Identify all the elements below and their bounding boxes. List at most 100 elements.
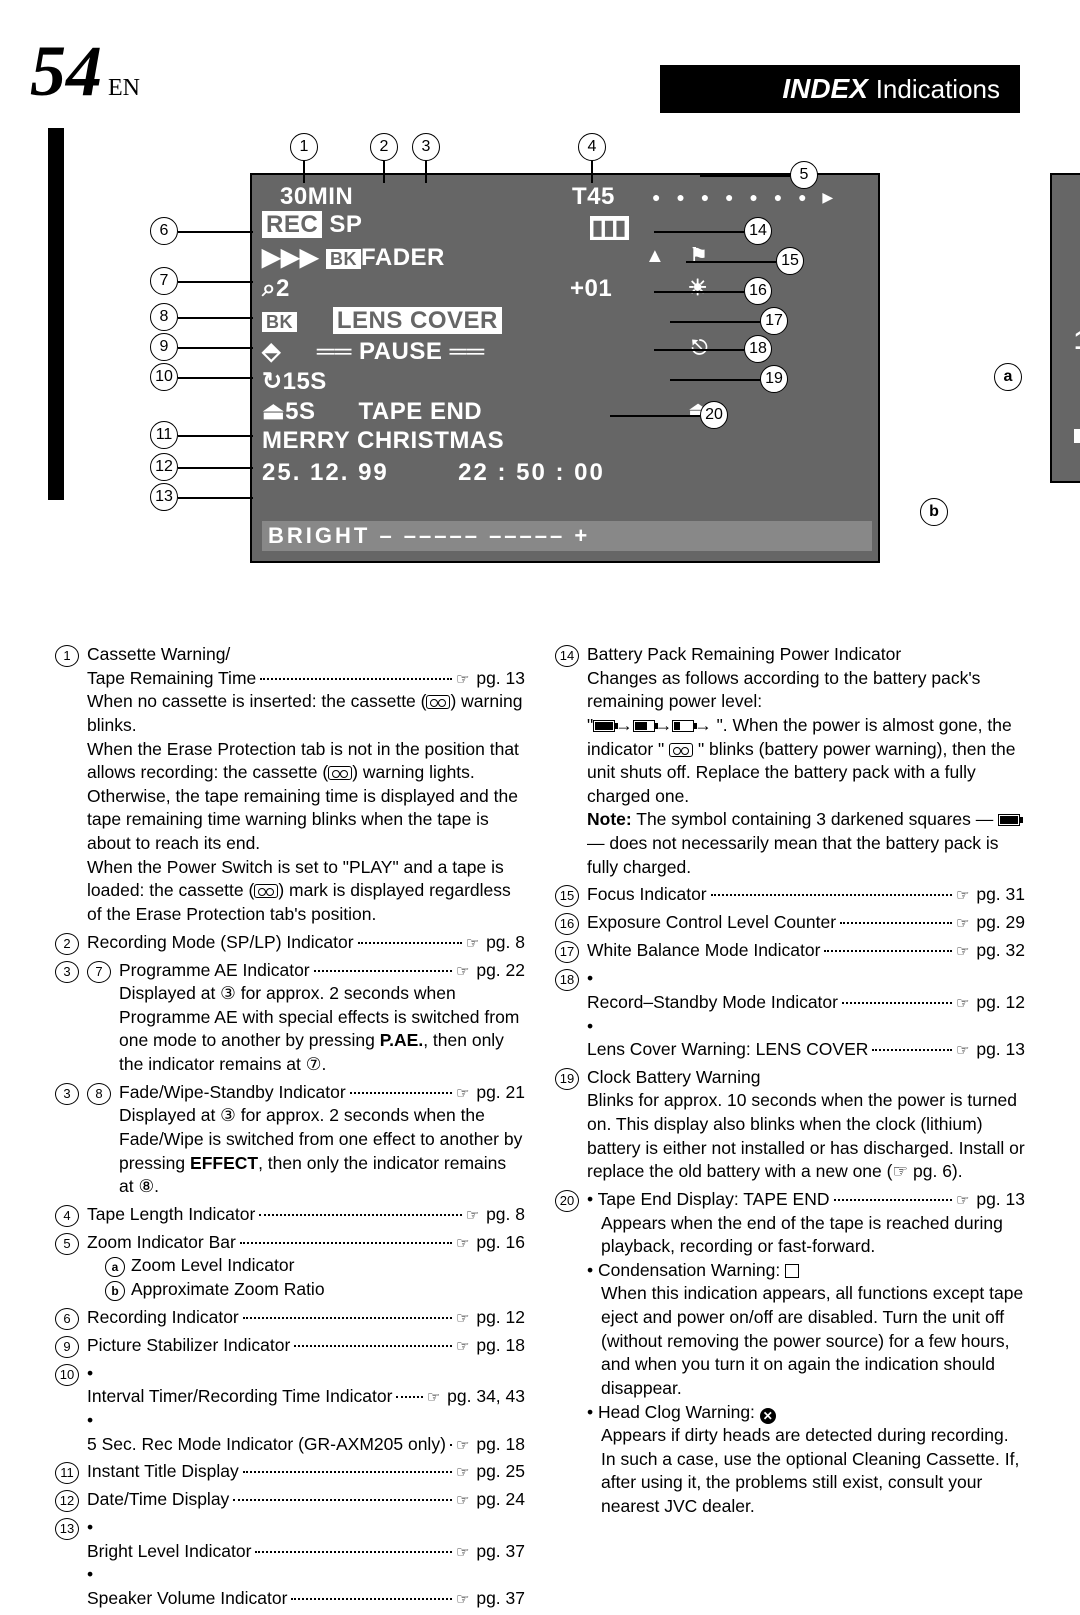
dotted-line: 5 Sec. Rec Mode Indicator (GR-AXM205 onl…: [87, 1433, 525, 1457]
pointer-icon: ☞: [956, 1191, 969, 1211]
index-entry: 5Zoom Indicator Bar☞ pg. 16aZoom Level I…: [55, 1231, 525, 1302]
index-entry: 13• Bright Level Indicator☞ pg. 37• Spea…: [55, 1516, 525, 1611]
vf-tape-length: T45: [572, 183, 615, 211]
page-number-value: 54: [30, 31, 102, 111]
vf-arrows-icon: ▶▶▶: [262, 244, 319, 271]
ref-num: 15: [555, 885, 579, 907]
vf-stab-icon: ⬘: [262, 338, 281, 365]
dotted-line: • Tape End Display: TAPE END☞ pg. 13: [587, 1188, 1025, 1212]
ref-num: 3: [55, 1083, 79, 1105]
vf-time: 22 : 50 : 00: [458, 459, 605, 486]
index-title: INDEX: [782, 73, 868, 104]
vf-datetime-row: 25. 12. 99 22 : 50 : 00: [262, 459, 605, 487]
letter-ref: b: [105, 1281, 125, 1301]
ref-num: 20: [555, 1190, 579, 1212]
dotted-line: Zoom Indicator Bar☞ pg. 16: [87, 1231, 525, 1255]
vf-fader: FADER: [361, 244, 445, 271]
vf-bk1: BK: [326, 249, 361, 269]
letter-ref: a: [105, 1257, 125, 1277]
pointer-icon: ☞: [956, 994, 969, 1014]
dotted-line: Record–Standby Mode Indicator☞ pg. 12: [587, 991, 1025, 1015]
callout-16: 16: [744, 277, 772, 305]
dotted-line: Recording Indicator☞ pg. 12: [87, 1306, 525, 1330]
cassette-icon: [328, 766, 352, 780]
zoom-ratio-label: 1X: [1074, 325, 1080, 356]
vf-lens-cover: LENS COVER: [333, 307, 502, 334]
left-column: 1Cassette Warning/Tape Remaining Time☞ p…: [55, 643, 525, 1615]
ref-num: 17: [555, 941, 579, 963]
dotted-line: Recording Mode (SP/LP) Indicator☞ pg. 8: [87, 931, 525, 955]
pointer-icon: ☞: [456, 962, 469, 982]
index-entry: 15Focus Indicator☞ pg. 31: [555, 883, 1025, 907]
title-bar: INDEX Indications: [660, 65, 1020, 113]
pointer-icon: ☞: [956, 886, 969, 906]
vf-wb-icon: ☀: [688, 275, 708, 301]
index-entry: 19Clock Battery WarningBlinks for approx…: [555, 1066, 1025, 1184]
callout-5: 5: [790, 161, 818, 189]
pointer-icon: ☞: [456, 1590, 469, 1610]
ref-num: 7: [87, 961, 111, 983]
cassette-icon: [669, 743, 693, 757]
callout-18: 18: [744, 335, 772, 363]
dotted-line: Lens Cover Warning: LENS COVER☞ pg. 13: [587, 1038, 1025, 1062]
pointer-icon: ☞: [456, 1337, 469, 1357]
index-entry: 2 Recording Mode (SP/LP) Indicator☞ pg. 8: [55, 931, 525, 955]
vf-remaining: 30MIN: [280, 183, 353, 211]
description-columns: 1Cassette Warning/Tape Remaining Time☞ p…: [0, 633, 1080, 1615]
index-entry: 12Date/Time Display☞ pg. 24: [55, 1488, 525, 1512]
condensation-icon: [785, 1264, 799, 1278]
pointer-icon: ☞: [956, 914, 969, 934]
vf-pause-row: ⬘ ══ PAUSE ══: [262, 337, 485, 366]
dotted-line: Interval Timer/Recording Time Indicator☞…: [87, 1385, 525, 1409]
ref-num: 11: [55, 1462, 79, 1484]
side-stripe: [48, 128, 64, 500]
pointer-icon: ☞: [456, 1309, 469, 1329]
pointer-icon: ☞: [456, 1491, 469, 1511]
pointer-icon: ☞: [456, 1463, 469, 1483]
vf-pause: PAUSE: [359, 338, 442, 365]
dotted-line: Programme AE Indicator☞ pg. 22: [119, 959, 525, 983]
callout-13: 13: [150, 483, 178, 511]
viewfinder-screen: 30MIN T45 ● ● ● ● ● ● ● ▶ REC SP ▮▮▮ ▶▶▶…: [250, 173, 880, 563]
pointer-icon: ☞: [956, 1041, 969, 1061]
zoom-level-marker: [1074, 429, 1080, 443]
vf-title-display: MERRY CHRISTMAS: [262, 427, 504, 455]
head-clog-icon: ✕: [760, 1408, 776, 1424]
callout-6: 6: [150, 217, 178, 245]
callout-17: 17: [760, 307, 788, 335]
ref-num: 18: [555, 969, 579, 991]
callout-a: a: [994, 363, 1022, 391]
ref-num: 2: [55, 933, 79, 955]
pointer-icon: ☞: [956, 942, 969, 962]
callout-12: 12: [150, 453, 178, 481]
callout-9: 9: [150, 333, 178, 361]
dotted-line: Speaker Volume Indicator☞ pg. 37: [87, 1587, 525, 1611]
dotted-line: Picture Stabilizer Indicator☞ pg. 18: [87, 1334, 525, 1358]
callout-4: 4: [578, 133, 606, 161]
index-entry: 6 Recording Indicator☞ pg. 12: [55, 1306, 525, 1330]
vf-bright-bar: BRIGHT – ––––– ––––– +: [262, 521, 872, 551]
index-entry: 37Programme AE Indicator☞ pg. 22Displaye…: [55, 959, 525, 1077]
callout-19: 19: [760, 365, 788, 393]
right-column: 14Battery Pack Remaining Power Indicator…: [555, 643, 1025, 1615]
vf-date: 25. 12. 99: [262, 459, 389, 486]
dotted-line: Exposure Control Level Counter☞ pg. 29: [587, 911, 1025, 935]
pointer-icon: ☞: [466, 934, 479, 954]
ref-num: 1: [55, 645, 79, 667]
index-entry: 38Fade/Wipe-Standby Indicator☞ pg. 21Dis…: [55, 1081, 525, 1199]
index-entry: 17White Balance Mode Indicator☞ pg. 32: [555, 939, 1025, 963]
index-entry: 18• Record–Standby Mode Indicator☞ pg. 1…: [555, 967, 1025, 1062]
vf-fader-row: ▶▶▶ BKFADER: [262, 243, 445, 272]
index-entry: 9Picture Stabilizer Indicator☞ pg. 18: [55, 1334, 525, 1358]
vf-rec: REC: [262, 211, 322, 238]
ref-num: 4: [55, 1205, 79, 1227]
ref-num: 5: [55, 1233, 79, 1255]
index-subtitle: Indications: [876, 74, 1000, 104]
callout-11: 11: [150, 421, 178, 449]
index-entry: 16Exposure Control Level Counter☞ pg. 29: [555, 911, 1025, 935]
pointer-icon: ☞: [456, 1234, 469, 1254]
pointer-icon: ☞: [427, 1388, 440, 1408]
ref-num: 3: [55, 961, 79, 983]
ref-num: 6: [55, 1308, 79, 1330]
page-number: 54EN: [30, 30, 140, 113]
